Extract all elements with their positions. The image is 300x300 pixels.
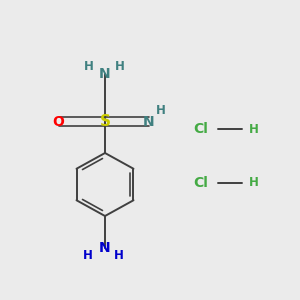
Text: H: H xyxy=(83,249,92,262)
Text: H: H xyxy=(249,122,258,136)
Text: H: H xyxy=(114,249,124,262)
Text: N: N xyxy=(143,115,154,128)
Text: H: H xyxy=(156,103,165,117)
Text: S: S xyxy=(100,114,110,129)
Text: H: H xyxy=(115,59,124,73)
Text: Cl: Cl xyxy=(194,122,208,136)
Text: Cl: Cl xyxy=(194,176,208,190)
Text: O: O xyxy=(52,115,64,128)
Text: N: N xyxy=(99,241,111,254)
Text: H: H xyxy=(249,176,258,190)
Text: H: H xyxy=(84,60,93,74)
Text: N: N xyxy=(99,67,111,80)
